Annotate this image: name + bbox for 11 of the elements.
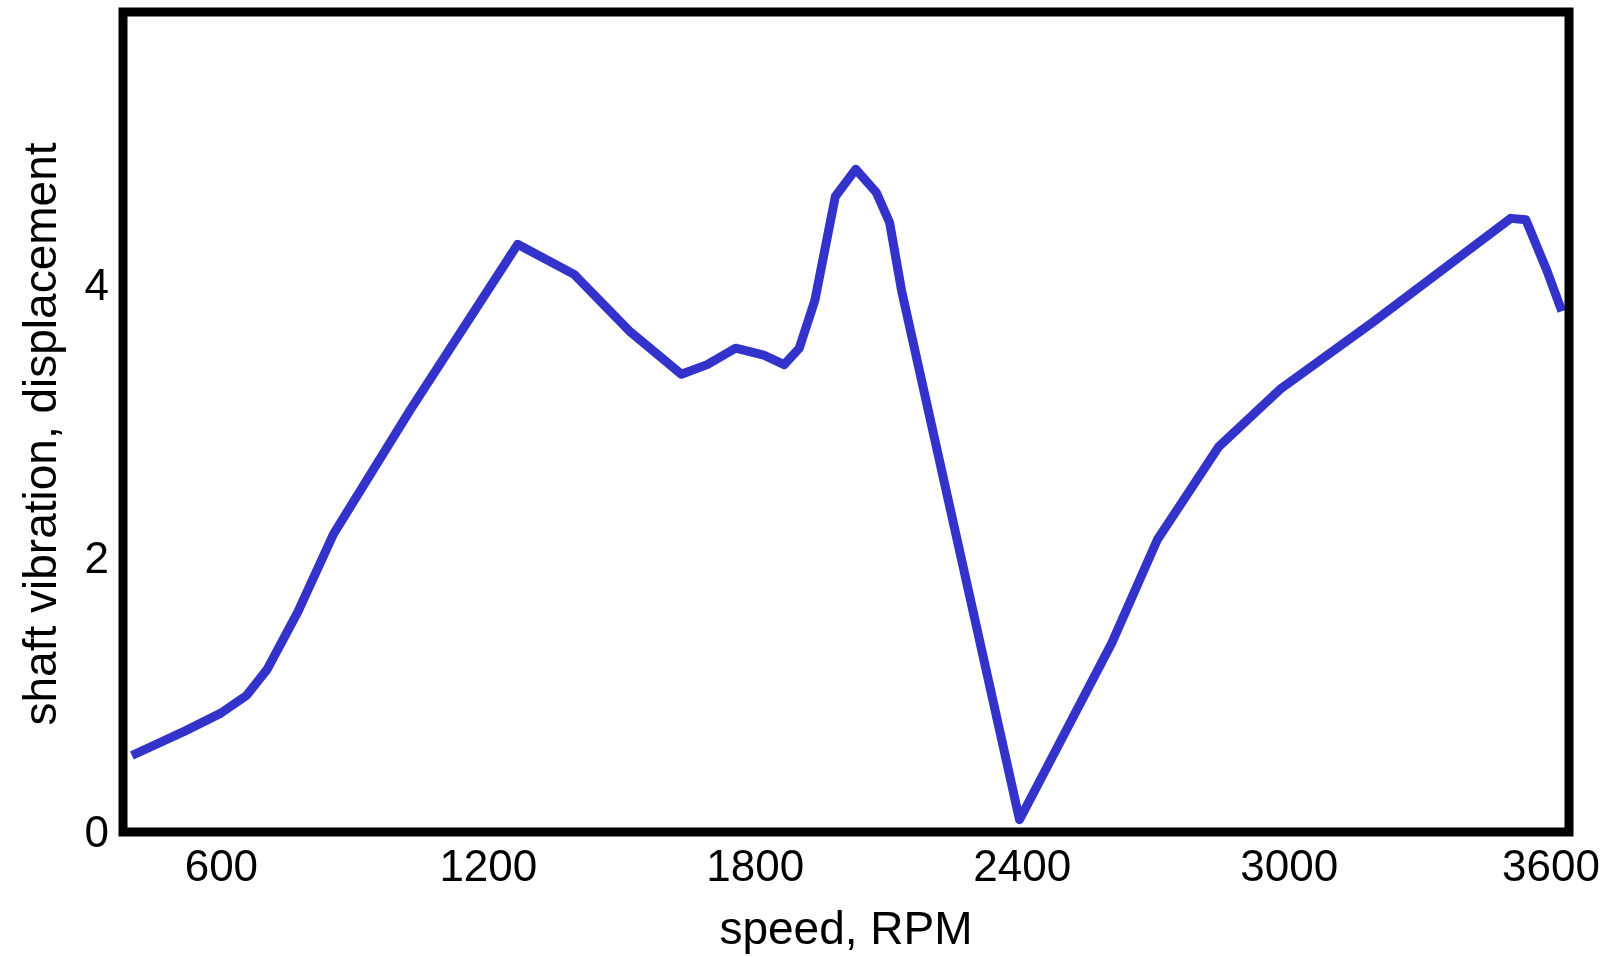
y-tick-label: 0	[84, 806, 109, 856]
y-tick-label: 2	[84, 533, 109, 583]
x-tick-label: 1800	[706, 841, 805, 891]
x-tick-label: 1200	[439, 841, 538, 891]
x-tick-label: 3000	[1240, 841, 1339, 891]
x-tick-label: 600	[184, 841, 259, 891]
y-axis-title: shaft vibration, displacement	[14, 142, 66, 726]
x-tick-label: 3600	[1502, 841, 1600, 891]
x-axis-title: speed, RPM	[719, 902, 973, 954]
y-tick-label: 4	[84, 259, 109, 309]
x-tick-label: 2400	[973, 841, 1072, 891]
